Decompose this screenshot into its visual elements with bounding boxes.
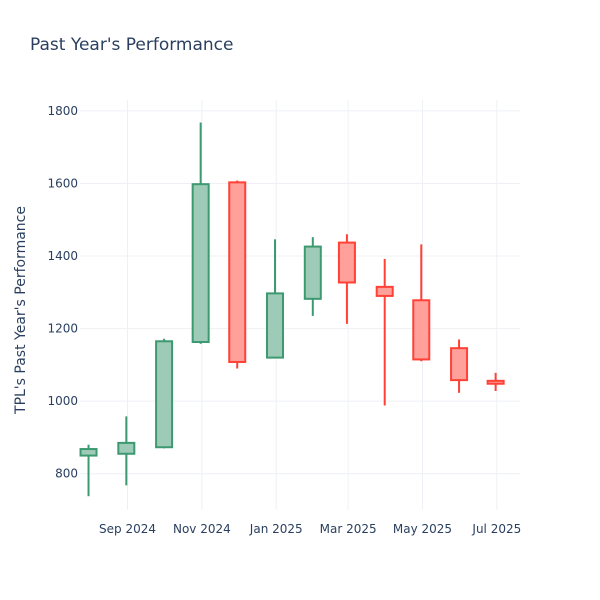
y-tick-label: 1600 <box>47 176 78 190</box>
y-axis-title: TPL's Past Year's Performance <box>13 206 29 415</box>
candle-body <box>412 299 431 361</box>
candle-decreasing <box>337 234 356 324</box>
tick-layer: 800 1000 1200 1400 1600 1800 Sep 2024 Nov 2024 J… <box>47 104 521 536</box>
candle-body <box>450 347 469 382</box>
y-tick-label: 1800 <box>47 104 78 118</box>
candle-body <box>303 245 322 300</box>
candle-decreasing <box>375 258 394 406</box>
candle-body <box>79 448 98 457</box>
candle-layer <box>79 122 505 497</box>
chart-title: Past Year's Performance <box>30 35 234 55</box>
y-tick-label: 1200 <box>47 322 78 336</box>
candle-body <box>117 441 136 455</box>
x-tick-label: Jul 2025 <box>471 522 521 536</box>
candle-body <box>191 183 210 344</box>
y-tick-label: 800 <box>55 467 78 481</box>
candle-body <box>155 340 174 449</box>
grid-layer <box>80 100 520 510</box>
candle-body <box>266 292 285 359</box>
x-tick-label: Jan 2025 <box>249 522 303 536</box>
candle-increasing <box>79 444 98 497</box>
candle-body <box>375 285 394 297</box>
candle-increasing <box>155 338 174 449</box>
x-tick-label: Nov 2024 <box>173 522 231 536</box>
candle-decreasing <box>228 180 247 369</box>
candle-decreasing <box>486 372 505 391</box>
candle-body <box>486 379 505 385</box>
y-tick-label: 1400 <box>47 249 78 263</box>
candle-increasing <box>266 239 285 359</box>
candle-increasing <box>117 416 136 486</box>
candle-increasing <box>191 122 210 344</box>
candle-increasing <box>303 237 322 316</box>
candle-body <box>337 241 356 284</box>
candle-decreasing <box>412 244 431 362</box>
candle-body <box>228 181 247 363</box>
x-tick-label: Mar 2025 <box>320 522 377 536</box>
candle-decreasing <box>450 339 469 393</box>
x-tick-label: May 2025 <box>393 522 452 536</box>
y-tick-label: 1000 <box>47 394 78 408</box>
x-tick-label: Sep 2024 <box>99 522 156 536</box>
